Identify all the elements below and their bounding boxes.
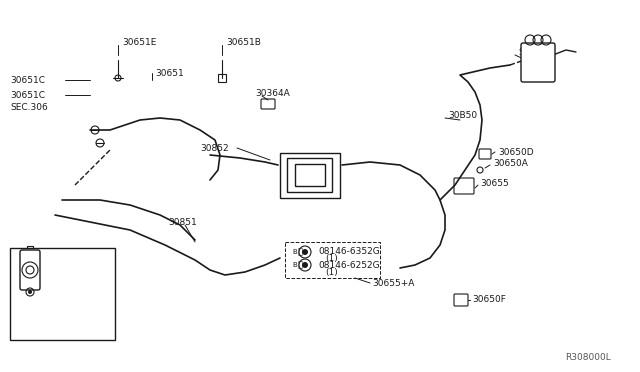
FancyBboxPatch shape — [20, 250, 40, 290]
Text: 30651B: 30651B — [226, 38, 261, 46]
Text: 30852: 30852 — [200, 144, 228, 153]
Text: 30650A: 30650A — [493, 158, 528, 167]
Text: Ⓑ: Ⓑ — [298, 260, 303, 269]
FancyBboxPatch shape — [454, 178, 474, 194]
Text: 30364A: 30364A — [255, 89, 290, 97]
Bar — [10, 248, 115, 340]
Text: B: B — [292, 249, 298, 255]
Text: 30650F: 30650F — [472, 295, 506, 305]
Text: 30650D: 30650D — [498, 148, 534, 157]
Text: SEC.305: SEC.305 — [518, 48, 556, 57]
Text: Ⓑ: Ⓑ — [298, 247, 303, 257]
Bar — [295, 164, 325, 186]
Text: (1): (1) — [325, 267, 338, 276]
FancyBboxPatch shape — [454, 294, 468, 306]
Text: R308000L: R308000L — [565, 353, 611, 362]
Text: SEC.306: SEC.306 — [10, 103, 48, 112]
Circle shape — [302, 249, 308, 255]
FancyBboxPatch shape — [479, 149, 491, 159]
Bar — [280, 153, 340, 198]
Text: 30651: 30651 — [155, 68, 184, 77]
Text: —30655+B: —30655+B — [46, 295, 97, 305]
Text: —SEC.305: —SEC.305 — [46, 266, 93, 275]
Circle shape — [302, 262, 308, 268]
FancyBboxPatch shape — [261, 99, 275, 109]
Text: B: B — [292, 262, 298, 268]
Text: 30851: 30851 — [168, 218, 196, 227]
Text: 30651C: 30651C — [10, 90, 45, 99]
Circle shape — [28, 290, 32, 294]
Bar — [218, 74, 226, 82]
Text: 30B50: 30B50 — [448, 110, 477, 119]
Text: 08146-6352G: 08146-6352G — [318, 247, 380, 257]
FancyBboxPatch shape — [521, 43, 555, 82]
Bar — [287, 158, 333, 192]
Text: (1): (1) — [325, 254, 338, 263]
Text: 30651C: 30651C — [10, 76, 45, 84]
Text: 30655+A: 30655+A — [372, 279, 414, 288]
Text: 08146-6252G: 08146-6252G — [318, 260, 380, 269]
Text: 30651E: 30651E — [122, 38, 156, 46]
Text: 30655: 30655 — [480, 179, 509, 187]
